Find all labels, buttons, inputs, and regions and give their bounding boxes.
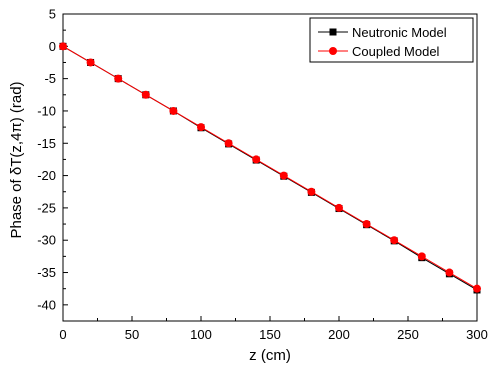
series-0 <box>59 42 481 294</box>
data-point-circle <box>335 203 343 212</box>
y-tick-label: -10 <box>37 103 56 118</box>
data-point-circle <box>279 171 288 180</box>
y-tick-label: -40 <box>37 297 56 312</box>
y-tick-label: -30 <box>37 233 56 248</box>
series-line <box>62 45 478 290</box>
data-point-circle <box>362 220 371 229</box>
y-axis-title: Phase of δT(z,4π) (rad) <box>8 81 25 238</box>
legend-label-coupled-model: Coupled Model <box>352 44 440 59</box>
data-point-circle <box>169 106 178 115</box>
y-tick-label: 5 <box>49 7 56 22</box>
data-point-circle <box>114 74 123 83</box>
x-tick-label: 0 <box>59 327 66 342</box>
y-tick-label: -15 <box>37 136 56 151</box>
y-tick-label: -35 <box>37 265 56 280</box>
y-tick-label: -25 <box>37 200 56 215</box>
x-axis-title: z (cm) <box>249 347 291 364</box>
data-point-circle <box>445 268 454 277</box>
data-point-circle <box>252 155 261 164</box>
x-tick-label: 150 <box>259 327 281 342</box>
data-point-circle <box>307 187 316 196</box>
x-tick-label: 300 <box>466 327 488 342</box>
legend-label-neutronic-model: Neutronic Model <box>352 25 447 40</box>
x-tick-label: 250 <box>397 327 419 342</box>
legend-item-neutronic-model: Neutronic Model <box>318 25 447 40</box>
data-point-circle <box>224 139 233 148</box>
legend-item-coupled-model: Coupled Model <box>318 44 440 59</box>
axes: 0 50 100 150 200 250 30050-5-10-15-20-25-30-35… <box>37 7 488 343</box>
data-point-circle <box>86 58 95 67</box>
y-tick-label: -5 <box>44 71 56 86</box>
legend: Neutronic Model Coupled Model <box>309 17 474 63</box>
x-tick-label: 50 <box>125 327 139 342</box>
y-tick-label: 0 <box>49 39 56 54</box>
legend-square-marker-icon <box>329 28 337 36</box>
series-1 <box>59 42 481 293</box>
legend-circle-marker-icon <box>329 47 337 55</box>
data-point-circle <box>417 252 426 261</box>
data-point-circle <box>390 236 399 245</box>
x-tick-label: 100 <box>190 327 212 342</box>
data-point-circle <box>197 123 205 132</box>
series-layer <box>59 42 481 294</box>
data-point-circle <box>141 90 150 99</box>
data-point-circle <box>59 42 67 51</box>
x-tick-label: 200 <box>328 327 350 342</box>
data-point-circle <box>473 284 481 293</box>
legend-frame <box>309 17 474 63</box>
y-tick-label: -20 <box>37 168 56 183</box>
